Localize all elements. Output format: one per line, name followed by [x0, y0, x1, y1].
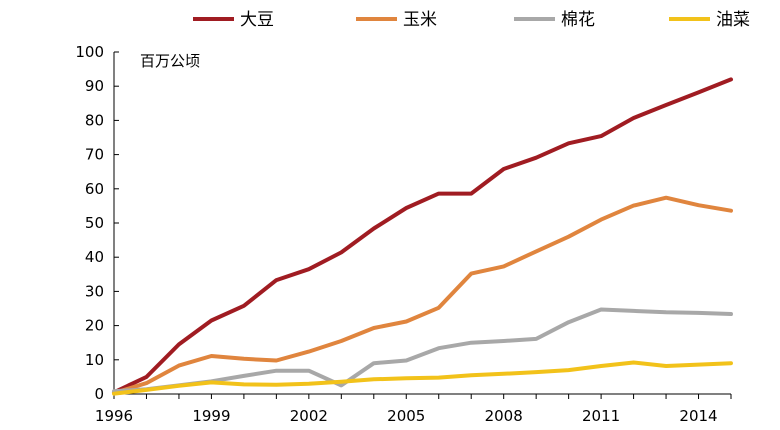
x-tick-label: 1996 — [95, 407, 133, 425]
y-tick-label: 0 — [94, 385, 104, 403]
series-line-3 — [112, 307, 733, 394]
x-tick-label: 2014 — [679, 407, 717, 425]
y-axis: 0 10 20 30 40 50 60 70 80 90 100 — [75, 43, 119, 403]
y-tick-label: 10 — [85, 351, 104, 369]
y-tick-label: 30 — [85, 282, 104, 300]
x-tick-label: 2005 — [387, 407, 425, 425]
legend-label: 油菜 — [716, 10, 750, 30]
x-axis: 1996 1999 2002 2005 2008 2011 2014 — [95, 393, 732, 425]
y-tick-label: 100 — [75, 43, 104, 61]
legend-label: 玉米 — [403, 10, 437, 30]
y-tick-label: 20 — [85, 317, 104, 335]
legend-item-4: 油菜 — [669, 10, 750, 30]
series-line-4 — [112, 360, 733, 396]
y-unit-label: 百万公顷 — [140, 52, 200, 70]
legend-item-1: 大豆 — [193, 10, 274, 30]
legend-item-2: 玉米 — [356, 10, 437, 30]
legend-item-3: 棉花 — [514, 10, 595, 30]
x-tick-label: 2002 — [290, 407, 328, 425]
legend-label: 棉花 — [561, 10, 595, 30]
legend: 大豆 玉米 棉花 油菜 — [193, 10, 750, 30]
series-line-2 — [112, 195, 733, 395]
y-tick-label: 40 — [85, 248, 104, 266]
legend-label: 大豆 — [240, 10, 274, 30]
series-lines — [112, 77, 733, 396]
x-tick-label: 2008 — [485, 407, 523, 425]
x-tick-label: 1999 — [192, 407, 230, 425]
y-tick-label: 90 — [85, 77, 104, 95]
y-tick-label: 60 — [85, 180, 104, 198]
series-line-1 — [112, 77, 733, 395]
y-tick-label: 50 — [85, 214, 104, 232]
y-tick-label: 80 — [85, 111, 104, 129]
x-tick-label: 2011 — [582, 407, 620, 425]
y-tick-label: 70 — [85, 146, 104, 164]
